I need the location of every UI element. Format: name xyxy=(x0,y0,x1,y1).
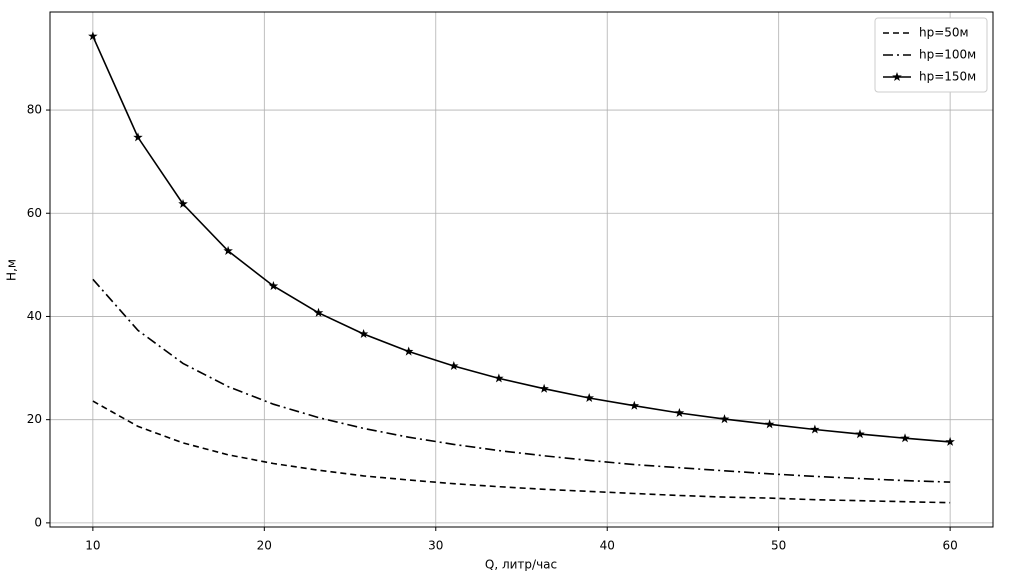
marker xyxy=(358,329,369,338)
series-line xyxy=(92,278,951,483)
x-tick-label: 40 xyxy=(600,539,615,553)
x-tick-label: 50 xyxy=(771,539,786,553)
marker xyxy=(719,414,730,424)
marker xyxy=(313,307,324,317)
y-tick-label: 60 xyxy=(27,206,42,220)
marker xyxy=(945,436,955,446)
y-axis-label: Н,м xyxy=(5,259,19,281)
marker xyxy=(88,31,98,41)
marker xyxy=(810,424,820,434)
x-axis-label: Q, литр/час xyxy=(485,558,557,572)
legend-label: hp=150м xyxy=(919,70,976,84)
legend-box xyxy=(874,17,988,93)
x-tick-label: 20 xyxy=(257,539,272,553)
legend-label: hp=50м xyxy=(919,26,969,40)
plot-frame xyxy=(49,11,994,528)
marker xyxy=(539,383,549,393)
y-tick-label: 20 xyxy=(27,412,42,426)
marker xyxy=(403,346,414,356)
marker xyxy=(629,400,640,410)
marker xyxy=(223,245,233,255)
marker xyxy=(584,393,594,402)
y-tick-label: 0 xyxy=(34,515,42,529)
x-tick-label: 30 xyxy=(428,539,443,553)
marker xyxy=(178,199,188,208)
marker xyxy=(133,132,143,142)
marker xyxy=(674,408,685,417)
marker xyxy=(268,281,279,291)
y-tick-label: 40 xyxy=(27,309,42,323)
legend-marker xyxy=(892,72,902,81)
marker xyxy=(494,373,504,383)
marker xyxy=(449,361,459,370)
marker xyxy=(855,429,865,439)
marker xyxy=(900,433,910,443)
series-line xyxy=(92,400,951,504)
x-tick-label: 10 xyxy=(85,539,100,553)
y-tick-label: 80 xyxy=(27,103,42,117)
x-tick-label: 60 xyxy=(942,539,957,553)
series-line xyxy=(92,35,951,443)
marker xyxy=(764,419,775,429)
legend-label: hp=100м xyxy=(919,48,976,62)
